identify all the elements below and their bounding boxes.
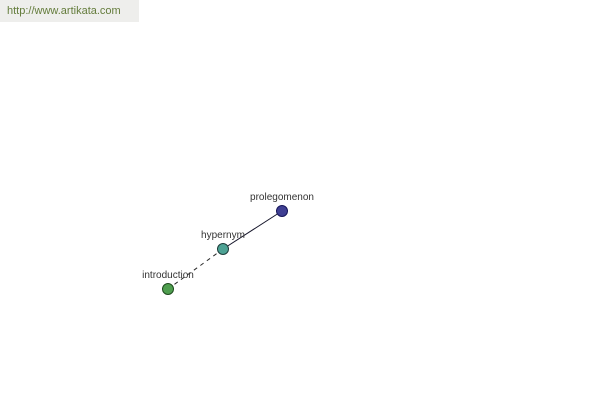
graph-node-prolegomenon[interactable] xyxy=(276,205,288,217)
url-label: http://www.artikata.com xyxy=(0,0,139,22)
graph-edge-hypernym-introduction xyxy=(167,248,224,290)
graph-node-label-prolegomenon[interactable]: prolegomenon xyxy=(250,192,314,203)
graph-node-label-introduction[interactable]: introduction xyxy=(142,270,194,281)
graph-node-label-hypernym[interactable]: hypernym xyxy=(201,230,245,241)
graph-edge-prolegomenon-hypernym xyxy=(222,210,283,250)
graph-node-introduction[interactable] xyxy=(162,283,174,295)
graph-node-hypernym[interactable] xyxy=(217,243,229,255)
